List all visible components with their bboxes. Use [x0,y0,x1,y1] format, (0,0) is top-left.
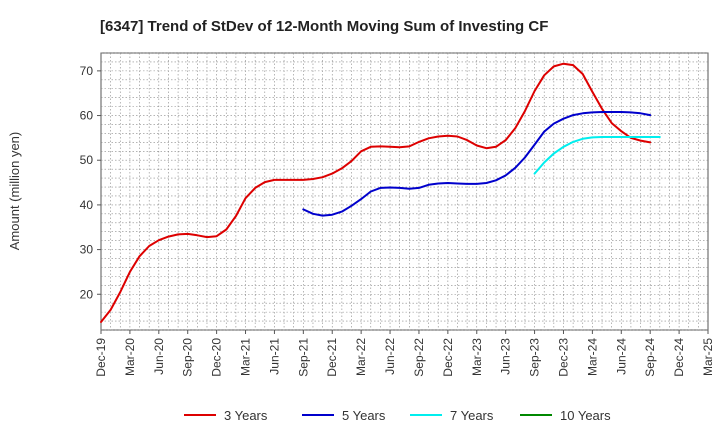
x-tick-label: Jun-21 [267,338,281,375]
x-tick-label: Mar-24 [585,338,599,376]
grid-lines [101,52,708,331]
x-tick-label: Sep-24 [643,338,657,377]
x-tick-label: Sep-23 [528,338,542,377]
series-lines [100,62,661,323]
y-tick-label: 60 [80,109,94,123]
x-tick-label: Mar-21 [239,338,253,376]
x-tick-label: Dec-23 [556,338,570,377]
legend: 3 Years 5 Years 7 Years 10 Years [184,408,611,423]
y-tick-label: 20 [80,287,94,301]
x-tick-label: Dec-20 [210,338,224,377]
x-tick-label: Mar-22 [354,338,368,376]
y-axis-label: Amount (million yen) [7,132,22,251]
x-tick-label: Jun-20 [152,338,166,375]
x-tick-label: Dec-24 [672,338,686,377]
x-tick-label: Mar-25 [701,338,715,376]
x-tick-label: Dec-21 [325,338,339,377]
x-axis-ticks: Dec-19 Mar-20 Jun-20 Sep-20 Dec-20 Mar-21 Jun-… [94,330,715,377]
plot-area [100,52,709,331]
legend-label: 5 Years [342,408,386,423]
x-tick-label: Mar-20 [123,338,137,376]
chart-title: [6347] Trend of StDev of 12-Month Moving… [100,18,548,35]
x-tick-label: Dec-22 [441,338,455,377]
series-line-5-years [302,111,652,217]
x-tick-label: Sep-21 [296,338,310,377]
y-tick-label: 70 [80,64,94,78]
series-line-7-years [533,136,661,175]
y-tick-label: 50 [80,153,94,167]
x-tick-label: Jun-22 [383,338,397,375]
x-tick-label: Jun-23 [499,338,513,375]
y-tick-label: 40 [80,198,94,212]
x-tick-label: Sep-20 [181,338,195,377]
x-tick-label: Dec-19 [94,338,108,377]
y-tick-label: 30 [80,243,94,257]
legend-label: 3 Years [224,408,268,423]
x-tick-label: Sep-22 [412,338,426,377]
y-axis-ticks: 20 30 40 50 60 70 [80,64,101,301]
legend-label: 10 Years [560,408,611,423]
x-tick-label: Jun-24 [614,338,628,375]
legend-label: 7 Years [450,408,494,423]
series-line-3-years [100,62,652,323]
x-tick-label: Mar-23 [470,338,484,376]
